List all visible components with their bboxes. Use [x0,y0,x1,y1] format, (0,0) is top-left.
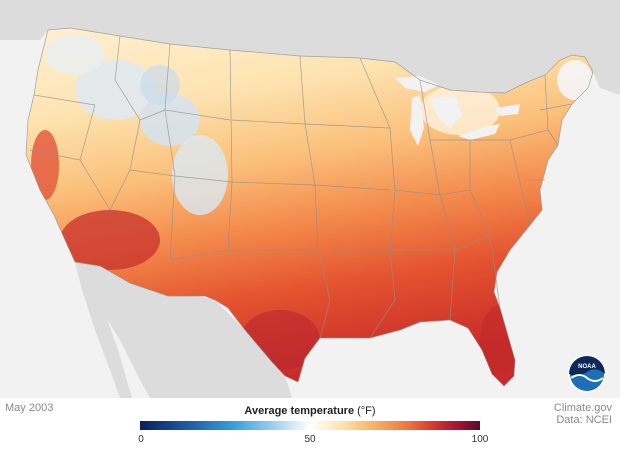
legend-title-text: Average temperature [244,405,355,417]
legend-colorbar [140,421,480,430]
legend-unit: (°F) [357,405,376,417]
credit-data: Data: NCEI [556,414,612,426]
map-area: NOAA [0,0,620,398]
canada-land [0,0,620,95]
legend-tick-min: 0 [138,434,144,445]
credit-source: Climate.gov [553,402,612,414]
legend-title: Average temperature (°F) [140,405,480,417]
noaa-logo: NOAA [568,355,606,393]
credit: Climate.gov Data: NCEI [554,402,612,426]
mexico-land [75,262,292,398]
legend-tick-max: 100 [471,434,489,445]
date-label: May 2003 [5,402,54,414]
legend-tick-mid: 50 [304,434,316,445]
footer: May 2003 Average temperature (°F) 0 50 1… [0,398,620,450]
great-lakes [395,76,520,146]
temperature-map: NOAA [0,0,620,398]
noaa-logo-text: NOAA [578,364,596,370]
baja-peninsula [75,262,132,398]
state-borders [25,27,594,387]
